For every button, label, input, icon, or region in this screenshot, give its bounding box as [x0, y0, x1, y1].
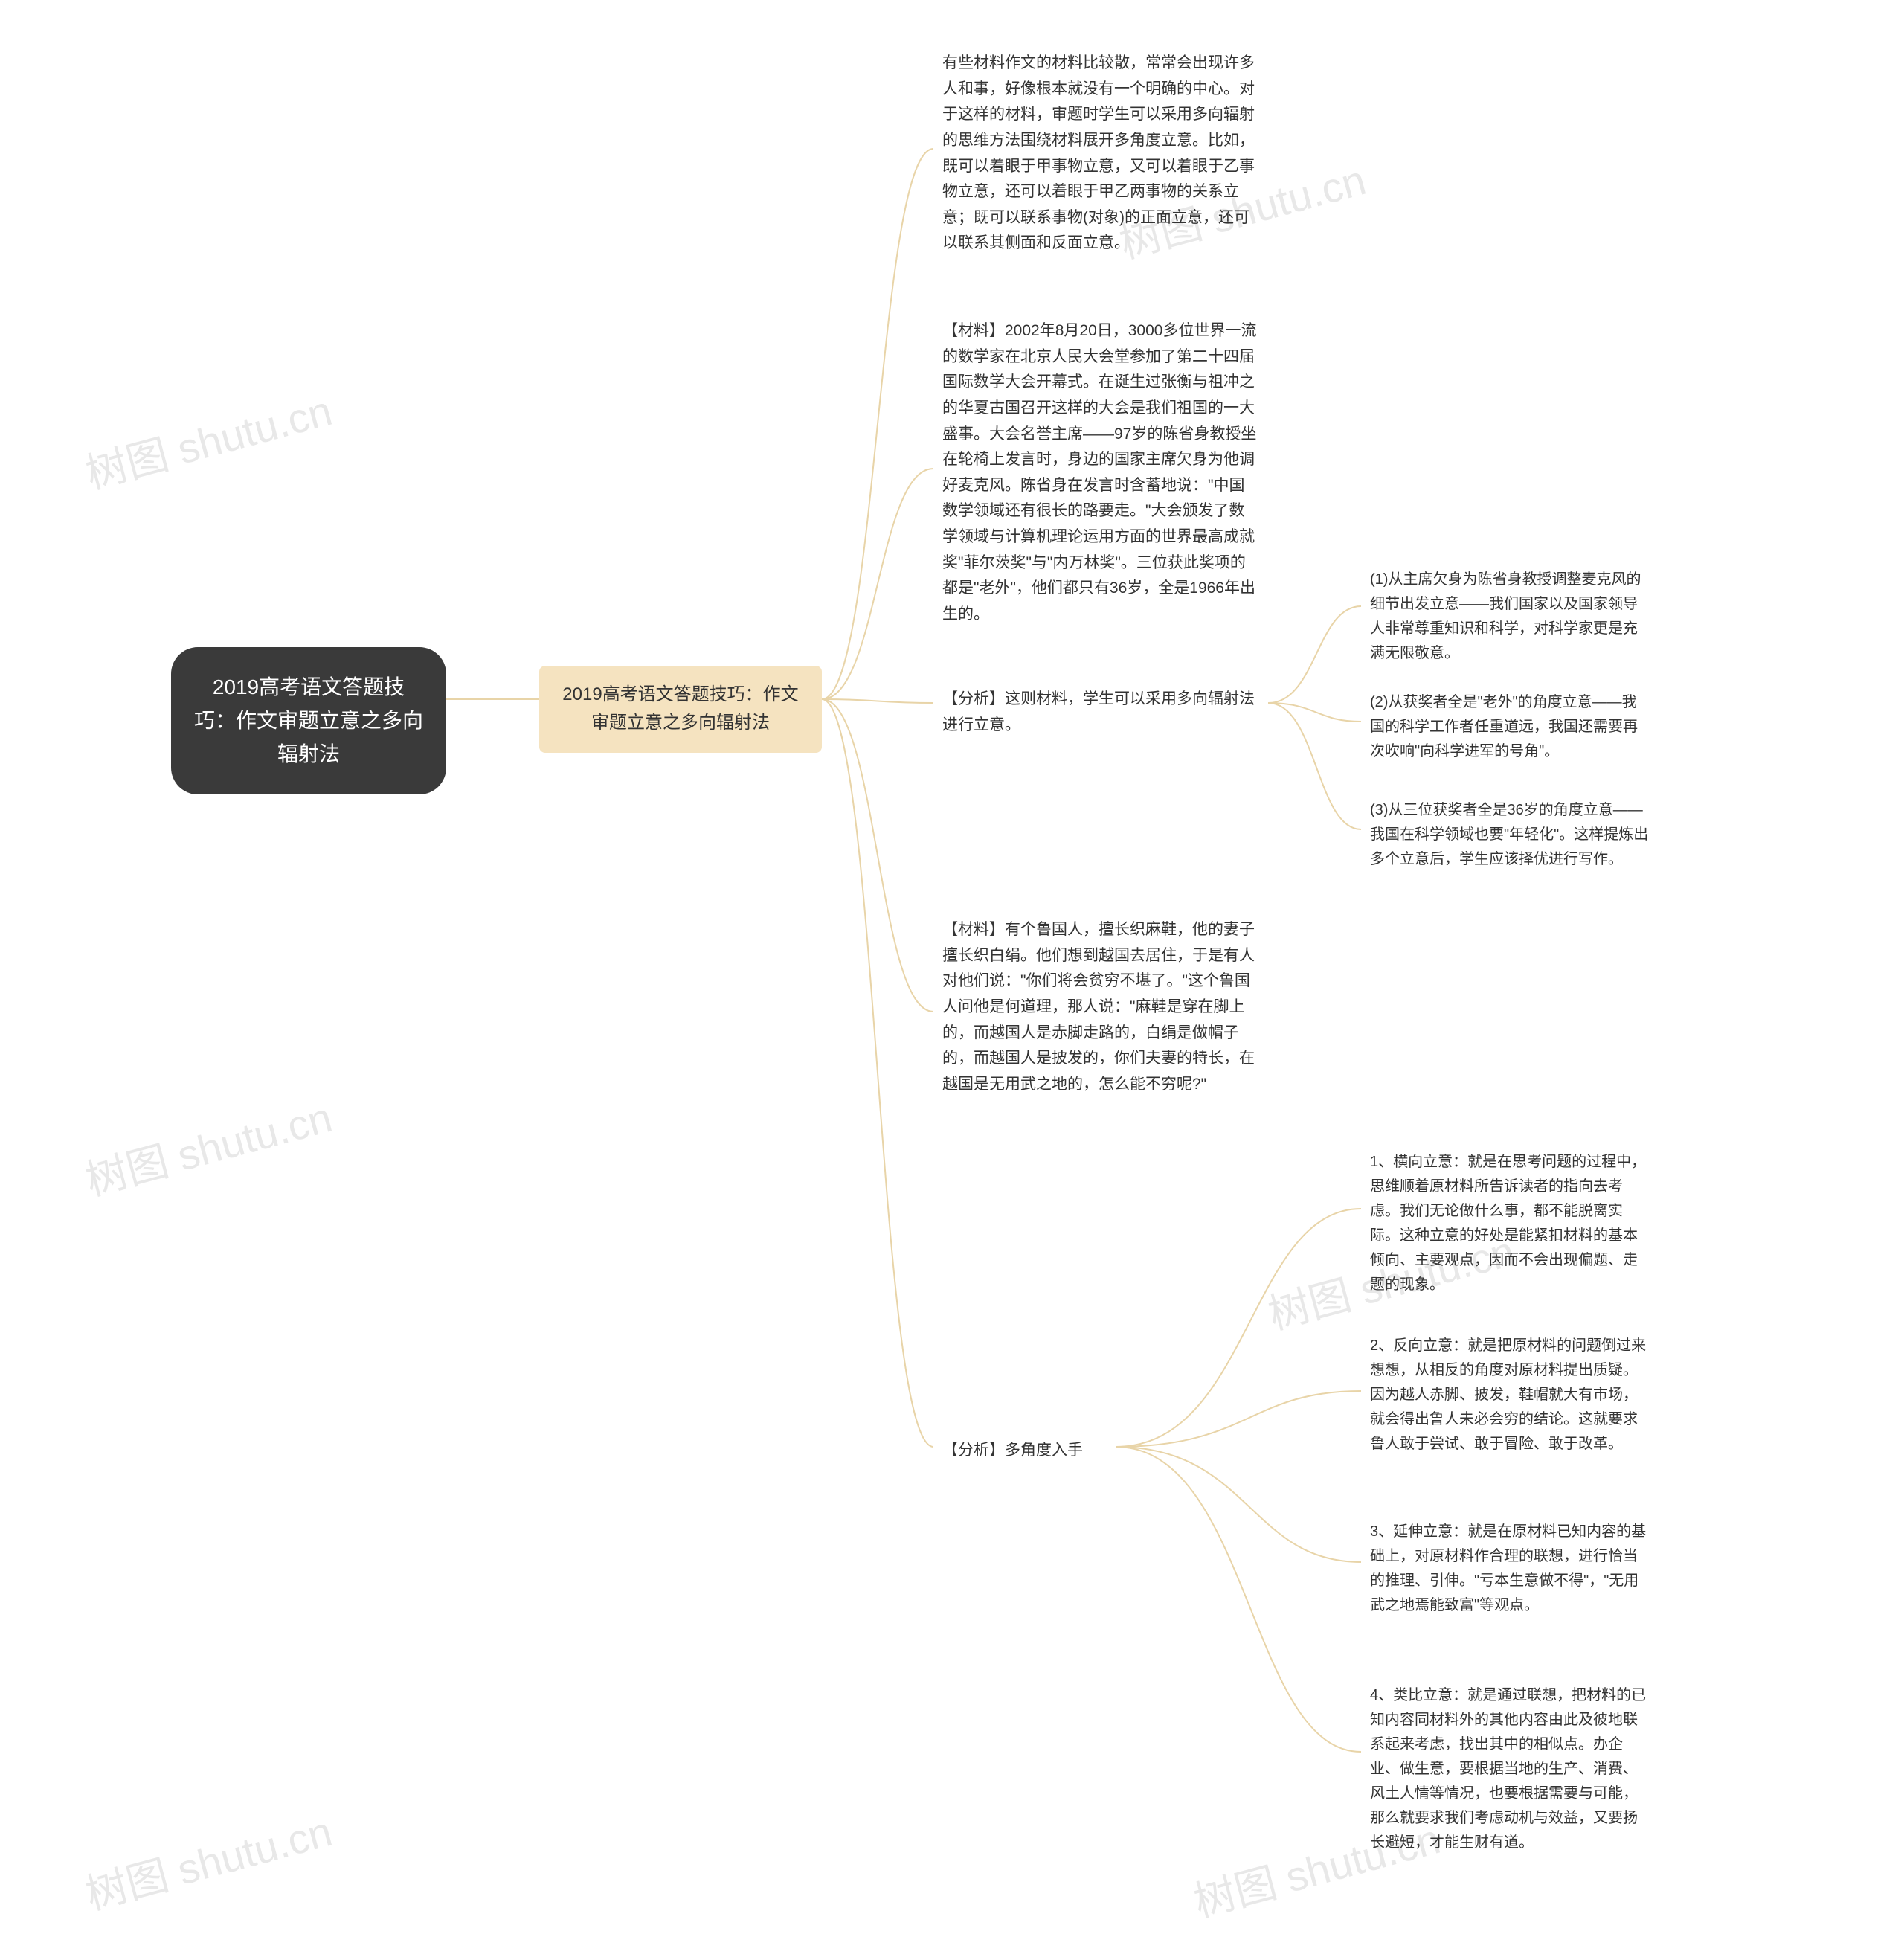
level3-node-point2[interactable]: (2)从获奖者全是"老外"的角度立意——我国的科学工作者任重道远，我国还需要再次…	[1361, 684, 1659, 770]
watermark: 树图 shutu.cn	[78, 1084, 338, 1207]
level3-node-extend[interactable]: 3、延伸立意：就是在原材料已知内容的基础上，对原材料作合理的联想，进行恰当的推理…	[1361, 1514, 1659, 1624]
level2-node-material1[interactable]: 【材料】2002年8月20日，3000多位世界一流的数学家在北京人民大会堂参加了…	[933, 312, 1268, 634]
level2-node-analysis1[interactable]: 【分析】这则材料，学生可以采用多向辐射法进行立意。	[933, 681, 1268, 744]
watermark: 树图 shutu.cn	[78, 1798, 338, 1921]
level3-node-analogy[interactable]: 4、类比立意：就是通过联想，把材料的已知内容同材料外的其他内容由此及彼地联系起来…	[1361, 1677, 1659, 1861]
level3-node-point3[interactable]: (3)从三位获奖者全是36岁的角度立意——我国在科学领域也要"年轻化"。这样提炼…	[1361, 792, 1659, 878]
level2-node-material2[interactable]: 【材料】有个鲁国人，擅长织麻鞋，他的妻子擅长织白绢。他们想到越国去居住，于是有人…	[933, 911, 1268, 1103]
mindmap-container: 树图 shutu.cn 树图 shutu.cn 树图 shutu.cn 树图 s…	[0, 0, 1904, 1934]
level1-node[interactable]: 2019高考语文答题技巧：作文审题立意之多向辐射法	[539, 666, 822, 753]
level3-node-point1[interactable]: (1)从主席欠身为陈省身教授调整麦克风的细节出发立意——我们国家以及国家领导人非…	[1361, 562, 1659, 672]
root-node[interactable]: 2019高考语文答题技巧：作文审题立意之多向辐射法	[171, 647, 446, 794]
watermark: 树图 shutu.cn	[78, 377, 338, 501]
level2-node-intro[interactable]: 有些材料作文的材料比较散，常常会出现许多人和事，好像根本就没有一个明确的中心。对…	[933, 45, 1268, 263]
level2-node-analysis2[interactable]: 【分析】多角度入手	[933, 1432, 1112, 1470]
level3-node-horizontal[interactable]: 1、横向立意：就是在思考问题的过程中，思维顺着原材料所告诉读者的指向去考虑。我们…	[1361, 1144, 1659, 1303]
level3-node-reverse[interactable]: 2、反向立意：就是把原材料的问题倒过来想想，从相反的角度对原材料提出质疑。因为越…	[1361, 1328, 1659, 1462]
